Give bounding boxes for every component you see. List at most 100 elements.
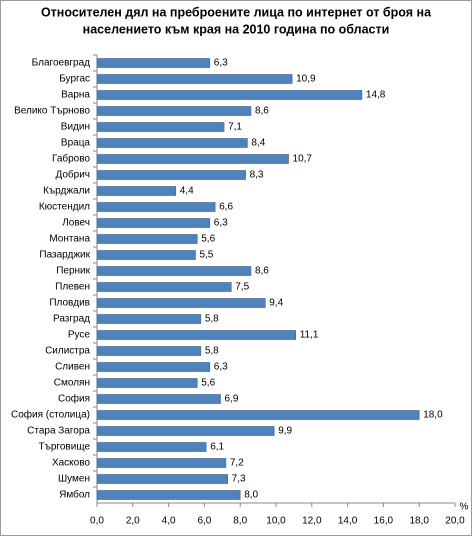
bar (96, 250, 196, 260)
y-tick-label: Монтана (49, 234, 90, 245)
bar (96, 458, 227, 468)
value-label: 5,5 (199, 250, 213, 261)
y-tick-label: Благоевград (32, 58, 90, 69)
x-tick-label: 0,0 (90, 516, 104, 527)
value-label: 6,3 (214, 218, 228, 229)
bar (96, 218, 211, 228)
value-label: 8,6 (255, 266, 269, 277)
x-tick-label: 18,0 (409, 516, 429, 527)
y-tick-label: Силистра (45, 346, 90, 357)
y-tick-label: Разград (53, 314, 90, 325)
value-label: 8,6 (255, 106, 269, 117)
y-tick-label: Стара Загора (27, 426, 90, 437)
value-label: 8,4 (251, 138, 265, 149)
bar (96, 234, 198, 244)
y-tick-label: Сливен (55, 362, 90, 373)
bar (96, 266, 252, 276)
value-label: 6,3 (214, 58, 228, 69)
bar (96, 138, 248, 148)
value-label: 10,9 (296, 74, 316, 85)
bar (96, 122, 225, 132)
bar (96, 90, 363, 100)
value-label: 9,4 (269, 298, 283, 309)
y-tick-label: София (58, 393, 90, 405)
bar (96, 378, 198, 388)
bar (96, 330, 296, 340)
y-tick-label: Пловдив (49, 298, 90, 309)
x-tick-label: 20,0 (445, 516, 465, 527)
value-label: 5,8 (205, 314, 219, 325)
value-label: 10,7 (293, 154, 313, 165)
value-label: 6,3 (214, 362, 228, 373)
bar (96, 490, 241, 500)
bar (96, 74, 293, 84)
y-tick-label: Велико Търново (14, 106, 90, 117)
value-label: 7,1 (228, 122, 242, 133)
y-tick-label: Варна (61, 90, 90, 101)
chart-title: населението към края на 2010 година по о… (83, 22, 390, 36)
x-tick-label: 14,0 (338, 516, 358, 527)
y-tick-label: Русе (68, 330, 91, 341)
y-tick-label: Враца (61, 138, 91, 149)
y-tick-label: Кюстендил (39, 202, 90, 213)
x-tick-label: 8,0 (233, 516, 247, 527)
y-tick-label: Хасково (52, 458, 90, 469)
bar (96, 394, 221, 404)
value-label: 6,9 (225, 394, 239, 405)
x-axis-label: % (460, 502, 469, 513)
bar (96, 282, 232, 292)
x-tick-label: 2,0 (126, 516, 140, 527)
x-tick-label: 16,0 (374, 516, 394, 527)
y-tick-label: Пазарджик (39, 250, 90, 261)
y-tick-label: Плевен (55, 282, 90, 293)
value-label: 8,0 (244, 490, 258, 501)
bar (96, 442, 207, 452)
bar (96, 426, 275, 436)
y-tick-label: Смолян (54, 378, 90, 389)
y-tick-label: Габрово (52, 153, 90, 165)
value-label: 18,0 (423, 410, 443, 421)
bar (96, 58, 211, 68)
y-tick-label: Видин (61, 122, 90, 133)
value-label: 8,3 (250, 170, 264, 181)
bar (96, 186, 177, 196)
bar (96, 410, 420, 420)
value-label: 4,4 (180, 186, 194, 197)
value-label: 9,9 (278, 426, 292, 437)
value-label: 7,5 (235, 282, 249, 293)
bar (96, 314, 202, 324)
bar (96, 346, 202, 356)
bar (96, 154, 289, 164)
value-label: 11,1 (300, 330, 319, 341)
bar (96, 298, 266, 308)
bar (96, 106, 252, 116)
x-tick-label: 10,0 (266, 516, 286, 527)
y-tick-label: Ловеч (62, 218, 90, 229)
y-tick-label: Търговище (39, 442, 91, 453)
value-label: 6,1 (210, 442, 224, 453)
y-tick-label: Ямбол (59, 489, 90, 501)
value-label: 7,3 (232, 474, 246, 485)
value-label: 14,8 (366, 90, 386, 101)
value-label: 5,6 (201, 234, 215, 245)
bar (96, 170, 246, 180)
value-label: 6,6 (219, 202, 233, 213)
bar (96, 474, 228, 484)
y-tick-label: Шумен (58, 474, 90, 485)
y-tick-label: Перник (56, 266, 90, 277)
value-label: 7,2 (230, 458, 244, 469)
x-tick-label: 4,0 (162, 516, 176, 527)
value-label: 5,6 (201, 378, 215, 389)
y-tick-label: София (столица) (11, 409, 90, 421)
bar (96, 362, 211, 372)
y-tick-label: Бургас (59, 74, 90, 85)
bar (96, 202, 216, 212)
x-tick-label: 6,0 (197, 516, 211, 527)
y-tick-label: Добрич (55, 169, 90, 181)
y-tick-label: Кърджали (43, 186, 90, 197)
x-tick-label: 12,0 (302, 516, 322, 527)
value-label: 5,8 (205, 346, 219, 357)
chart-title: Относителен дял на преброените лица по и… (41, 5, 432, 19)
